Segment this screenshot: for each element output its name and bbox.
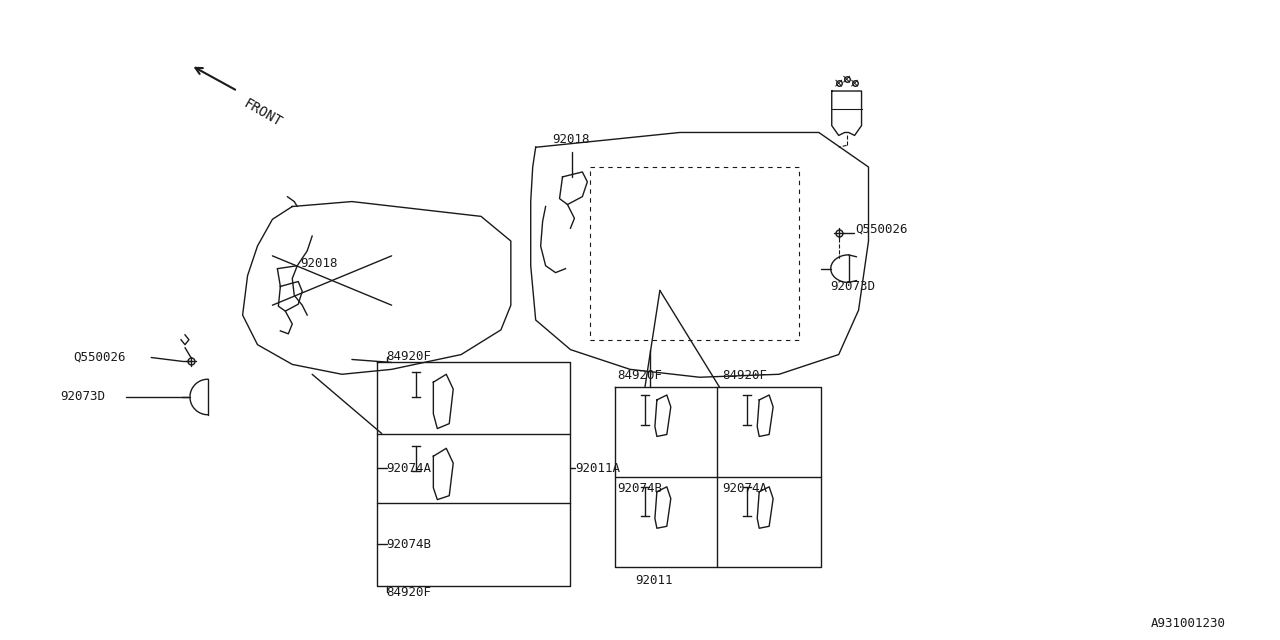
- Text: 92074A: 92074A: [722, 483, 768, 495]
- Text: 92018: 92018: [553, 133, 590, 146]
- Text: 84920F: 84920F: [387, 350, 431, 363]
- Text: 84920F: 84920F: [617, 369, 662, 382]
- Text: 92011A: 92011A: [576, 461, 621, 474]
- Text: 84920F: 84920F: [387, 586, 431, 599]
- Text: 92074B: 92074B: [387, 538, 431, 550]
- Text: 92074A: 92074A: [387, 461, 431, 474]
- Text: FRONT: FRONT: [241, 97, 284, 130]
- Text: 92011: 92011: [635, 574, 672, 587]
- Text: 84920F: 84920F: [722, 369, 768, 382]
- Text: 92018: 92018: [301, 257, 338, 270]
- Text: A931001230: A931001230: [1151, 618, 1226, 630]
- Text: 92074B: 92074B: [617, 483, 662, 495]
- Text: 92073D: 92073D: [60, 390, 105, 403]
- Text: Q550026: Q550026: [855, 223, 908, 236]
- Text: 92073D: 92073D: [831, 280, 876, 293]
- Text: Q550026: Q550026: [74, 351, 127, 364]
